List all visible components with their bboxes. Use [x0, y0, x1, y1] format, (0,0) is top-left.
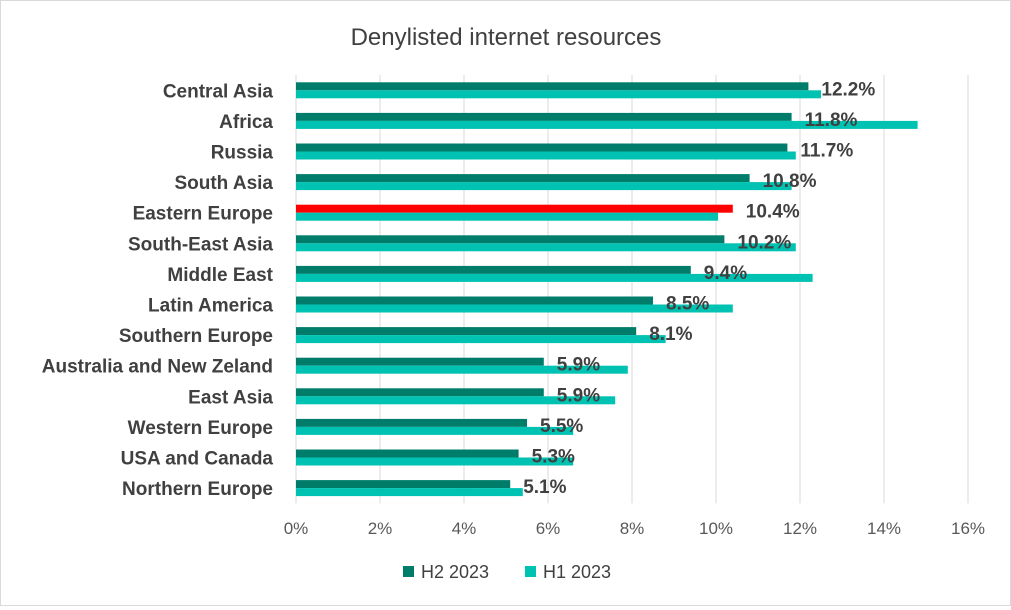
bar-h2 [296, 357, 544, 366]
category-label: Southern Europe [119, 326, 273, 347]
x-axis-ticks: 0% 2% 4% 6% 8% 10% 12% 14% 16% [284, 519, 985, 538]
x-tick-label: 8% [620, 519, 645, 538]
legend-swatch-h1 [525, 566, 536, 577]
bar-h1 [296, 273, 813, 282]
bars [296, 82, 918, 497]
data-label: 10.4% [746, 202, 800, 223]
category-label: East Asia [188, 387, 273, 408]
data-label: 8.5% [666, 294, 709, 315]
bar-h1 [296, 243, 796, 252]
x-tick-label: 6% [536, 519, 561, 538]
x-tick-label: 4% [452, 519, 477, 538]
data-label: 8.1% [649, 324, 692, 345]
bar-h2 [296, 296, 653, 305]
category-label: Central Asia [163, 81, 274, 102]
data-label: 10.8% [763, 171, 817, 192]
bar-h1 [296, 182, 792, 191]
x-tick-label: 16% [951, 519, 985, 538]
category-label: Eastern Europe [133, 204, 273, 225]
category-label: Africa [219, 112, 273, 133]
bar-h2 [296, 174, 750, 183]
bar-h1 [296, 212, 719, 221]
legend-swatch-h2 [403, 566, 414, 577]
data-label: 5.9% [557, 355, 600, 376]
legend-label-h2: H2 2023 [421, 562, 489, 582]
data-label: 11.8% [805, 110, 858, 131]
data-label: 11.7% [800, 141, 853, 162]
data-label: 10.2% [737, 232, 791, 253]
category-label: South Asia [174, 173, 273, 194]
data-labels: 12.2% 11.8% 11.7% 10.8% 10.4% 10.2% 9.4% 8.5% 8.… [523, 79, 875, 498]
x-tick-label: 0% [284, 519, 309, 538]
data-label: 5.1% [523, 477, 566, 498]
bar-h1 [296, 488, 523, 497]
x-tick-label: 14% [867, 519, 901, 538]
bar-h1 [296, 151, 796, 160]
bar-h1 [296, 365, 628, 374]
category-label: Latin America [148, 296, 273, 317]
grid-lines [295, 75, 969, 504]
category-label: South-East Asia [128, 234, 273, 255]
data-label: 12.2% [821, 79, 875, 100]
legend: H2 2023 H1 2023 [403, 562, 611, 582]
bar-h2 [296, 143, 788, 152]
bar-h2 [296, 388, 544, 397]
x-tick-label: 2% [368, 519, 393, 538]
category-label: Northern Europe [122, 479, 273, 500]
bar-h1 [296, 304, 733, 313]
bar-h1 [296, 396, 616, 405]
legend-label-h1: H1 2023 [543, 562, 611, 582]
bar-h2 [296, 235, 725, 244]
bar-h1 [296, 457, 574, 466]
bar-h1 [296, 426, 574, 435]
category-label: Middle East [167, 265, 273, 286]
category-label: USA and Canada [121, 449, 274, 470]
data-label: 5.9% [557, 385, 600, 406]
x-tick-label: 10% [699, 519, 733, 538]
bar-h2 [296, 82, 809, 91]
category-label: Russia [211, 143, 274, 164]
bar-h1 [296, 90, 821, 99]
chart-title: Denylisted internet resources [351, 24, 662, 51]
bar-h2 [296, 265, 691, 274]
data-label: 5.3% [532, 447, 575, 468]
category-label: Western Europe [128, 418, 273, 439]
x-tick-label: 12% [783, 519, 817, 538]
bar-h1 [296, 120, 918, 129]
bar-h2 [296, 449, 519, 458]
bar-h2 [296, 418, 527, 427]
bar-h1 [296, 335, 666, 344]
category-label: Australia and New Zeland [42, 357, 273, 378]
bar-h2 [296, 112, 792, 121]
bar-h2-highlighted [296, 204, 733, 213]
category-labels: Central Asia Africa Russia South Asia Easter… [42, 81, 274, 500]
data-label: 9.4% [704, 263, 747, 284]
bar-h2 [296, 327, 637, 336]
bar-h2 [296, 480, 511, 489]
data-label: 5.5% [540, 416, 583, 437]
